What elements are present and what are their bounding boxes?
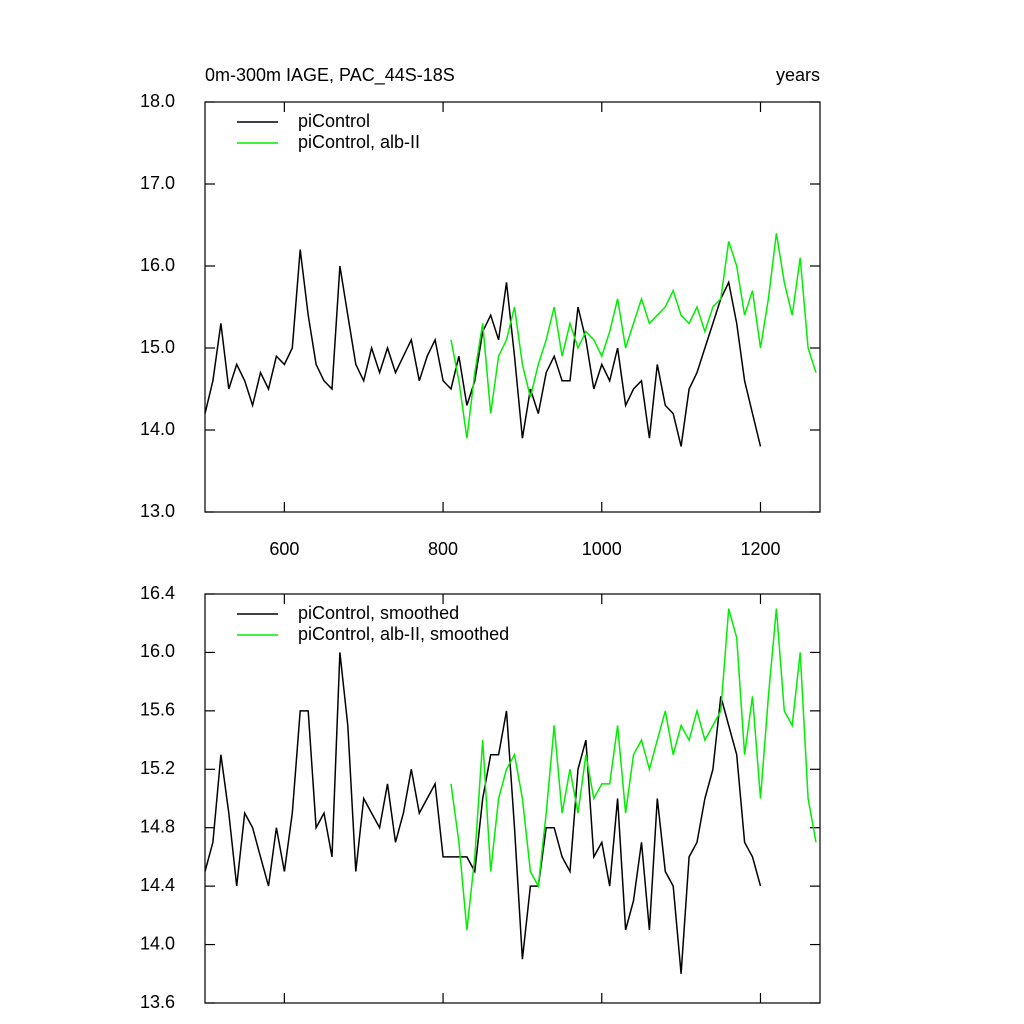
plot-frame <box>204 101 821 513</box>
y-tick-label: 16.4 <box>140 583 175 603</box>
y-tick-label: 15.2 <box>140 758 175 778</box>
data-line <box>204 652 762 974</box>
y-tick-label: 15.0 <box>140 337 175 357</box>
y-tick-label: 14.8 <box>140 816 175 836</box>
y-tick-label: 14.4 <box>140 875 175 895</box>
legend-label: piControl, alb-II, smoothed <box>298 624 509 644</box>
plot-frame <box>204 593 821 1004</box>
chart-title: 0m-300m IAGE, PAC_44S-18S <box>205 65 455 86</box>
y-tick-label: 13.6 <box>140 992 175 1012</box>
y-tick-label: 14.0 <box>140 933 175 953</box>
data-line <box>450 233 817 439</box>
x-tick-label: 1000 <box>582 539 622 559</box>
right-title: years <box>776 65 820 85</box>
data-line <box>450 608 817 931</box>
y-tick-label: 16.0 <box>140 255 175 275</box>
legend-label: piControl, alb-II <box>298 132 420 152</box>
legend-label: piControl <box>298 111 370 131</box>
y-tick-label: 17.0 <box>140 173 175 193</box>
y-tick-label: 16.0 <box>140 641 175 661</box>
y-tick-label: 15.6 <box>140 700 175 720</box>
x-tick-label: 600 <box>269 539 299 559</box>
x-tick-label: 800 <box>428 539 458 559</box>
y-tick-label: 18.0 <box>140 91 175 111</box>
y-tick-label: 13.0 <box>140 501 175 521</box>
x-tick-label: 1200 <box>740 539 780 559</box>
y-tick-label: 14.0 <box>140 419 175 439</box>
legend-label: piControl, smoothed <box>298 603 459 623</box>
